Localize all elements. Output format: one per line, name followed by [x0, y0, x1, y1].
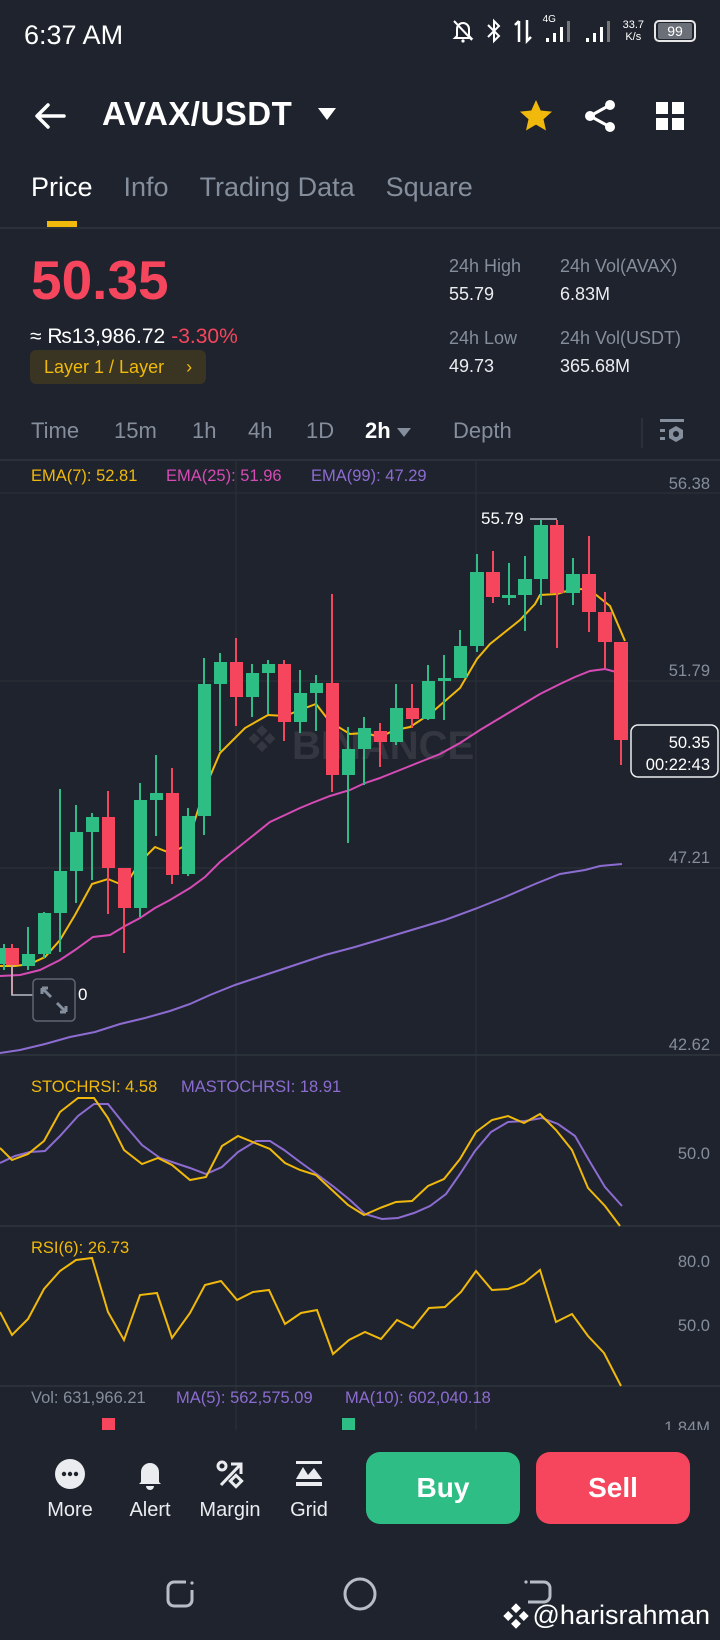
interval-15m[interactable]: 15m	[114, 418, 157, 443]
status-time: 6:37 AM	[24, 20, 124, 50]
ema7-legend: EMA(7): 52.81	[31, 467, 137, 485]
recent-apps-icon[interactable]	[160, 1574, 200, 1614]
more-button[interactable]: More	[35, 1455, 105, 1522]
category-tag-label: Layer 1 / Layer	[44, 357, 165, 377]
active-tab-indicator	[47, 221, 77, 227]
price-change-percent: -3.30%	[171, 325, 238, 348]
alert-button[interactable]: Alert	[115, 1455, 185, 1522]
interval-depth[interactable]: Depth	[453, 418, 512, 443]
stat-high-label: 24h High	[449, 256, 522, 276]
grid-bot-icon	[296, 1461, 322, 1486]
interval-4h[interactable]: 4h	[248, 418, 273, 443]
status-icons: 4G 33.7 K/s 99	[451, 14, 696, 44]
mastochrsi-legend: MASTOCHRSI: 18.91	[181, 1078, 341, 1096]
stat-low-value: 49.73	[449, 356, 495, 376]
interval-1h[interactable]: 1h	[192, 418, 217, 443]
ema25-legend: EMA(25): 51.96	[166, 467, 282, 485]
stat-vol-quote-label: 24h Vol(USDT)	[560, 328, 682, 348]
bell-icon	[139, 1463, 161, 1490]
pair-selector[interactable]: AVAX/USDT	[102, 95, 293, 132]
vol-axis-tick: 1.84M	[664, 1419, 710, 1430]
bluetooth-icon	[486, 18, 500, 44]
price-axis-tick: 42.62	[669, 1036, 710, 1054]
signal-icon-2	[585, 21, 610, 42]
price-axis-tick: 56.38	[669, 475, 710, 493]
stat-vol-quote-value: 365.68M	[560, 356, 631, 376]
stoch-axis-tick: 50.0	[678, 1145, 710, 1163]
sell-button[interactable]: Sell	[536, 1452, 690, 1524]
interval-time[interactable]: Time	[31, 418, 80, 443]
svg-text:00:22:43: 00:22:43	[646, 756, 710, 774]
stat-high-value: 55.79	[449, 284, 495, 304]
net-speed: 33.7 K/s	[622, 19, 644, 43]
tab-square[interactable]: Square	[385, 172, 473, 202]
ema99-legend: EMA(99): 47.29	[311, 467, 427, 485]
more-dots-icon	[55, 1459, 85, 1489]
divider	[0, 227, 720, 229]
tab-price[interactable]: Price	[31, 172, 93, 202]
divider	[0, 459, 720, 461]
tab-info[interactable]: Info	[123, 172, 169, 202]
stat-low-label: 24h Low	[449, 328, 518, 348]
stat-vol-base-value: 6.83M	[560, 284, 611, 304]
margin-percent-icon	[216, 1460, 244, 1489]
current-price-box: 50.35 00:22:43	[630, 724, 719, 778]
rsi-axis-tick: 80.0	[678, 1253, 710, 1271]
vol-ma10-legend: MA(10): 602,040.18	[345, 1389, 491, 1407]
favorite-star-icon[interactable]	[516, 96, 556, 136]
interval-2h-active[interactable]: 2h	[365, 418, 411, 444]
price-axis-tick: 47.21	[669, 849, 710, 867]
pair-dropdown-caret-icon[interactable]	[318, 108, 336, 120]
candlestick-chart[interactable]: BINANCE	[0, 460, 720, 1430]
layout-grid-icon[interactable]	[650, 96, 690, 136]
battery-icon: 99	[654, 20, 696, 42]
interval-1d[interactable]: 1D	[306, 418, 335, 443]
svg-text:50.35: 50.35	[669, 734, 710, 752]
share-icon[interactable]	[580, 96, 620, 136]
volume-legend: Vol: 631,966.21	[31, 1389, 146, 1407]
vol-ma5-legend: MA(5): 562,575.09	[176, 1389, 313, 1407]
low-marker: 0	[78, 985, 87, 1004]
expand-chart-button[interactable]	[32, 978, 76, 1022]
back-nav-icon[interactable]	[518, 1574, 558, 1614]
rsi-axis-tick: 50.0	[678, 1317, 710, 1335]
grid-button[interactable]: Grid	[274, 1455, 344, 1522]
main-tabs: Price Info Trading Data Square	[31, 172, 473, 203]
mute-bell-icon	[452, 20, 473, 43]
chart-settings-icon[interactable]	[656, 416, 688, 448]
signal-icon: 4G	[543, 14, 573, 44]
category-tag[interactable]: Layer 1 / Layer ›	[30, 350, 207, 384]
tab-trading-data[interactable]: Trading Data	[199, 172, 355, 202]
caret-down-icon	[396, 427, 411, 437]
svg-text:BINANCE: BINANCE	[292, 724, 474, 768]
buy-button[interactable]: Buy	[366, 1452, 520, 1524]
high-marker: 55.79	[481, 509, 524, 528]
candles	[0, 520, 628, 995]
data-arrows-icon	[513, 20, 532, 44]
home-icon[interactable]	[340, 1574, 380, 1614]
last-price: 50.35	[31, 249, 169, 311]
back-arrow-icon[interactable]	[30, 96, 70, 136]
fiat-price: ≈ ₨13,986.72	[30, 325, 166, 348]
price-axis-tick: 51.79	[669, 662, 710, 680]
fiat-price-row: ≈ ₨13,986.72 -3.30%	[30, 325, 238, 349]
expand-arrows-icon	[40, 986, 68, 1014]
divider	[641, 418, 643, 448]
chevron-right-icon: ›	[186, 357, 193, 377]
author-watermark: @harisrahman	[502, 1600, 710, 1631]
binance-logo-icon	[502, 1602, 529, 1629]
rsi-legend: RSI(6): 26.73	[31, 1239, 129, 1257]
stat-vol-base-label: 24h Vol(AVAX)	[560, 256, 678, 276]
stochrsi-legend: STOCHRSI: 4.58	[31, 1078, 157, 1096]
margin-button[interactable]: Margin	[195, 1455, 265, 1522]
